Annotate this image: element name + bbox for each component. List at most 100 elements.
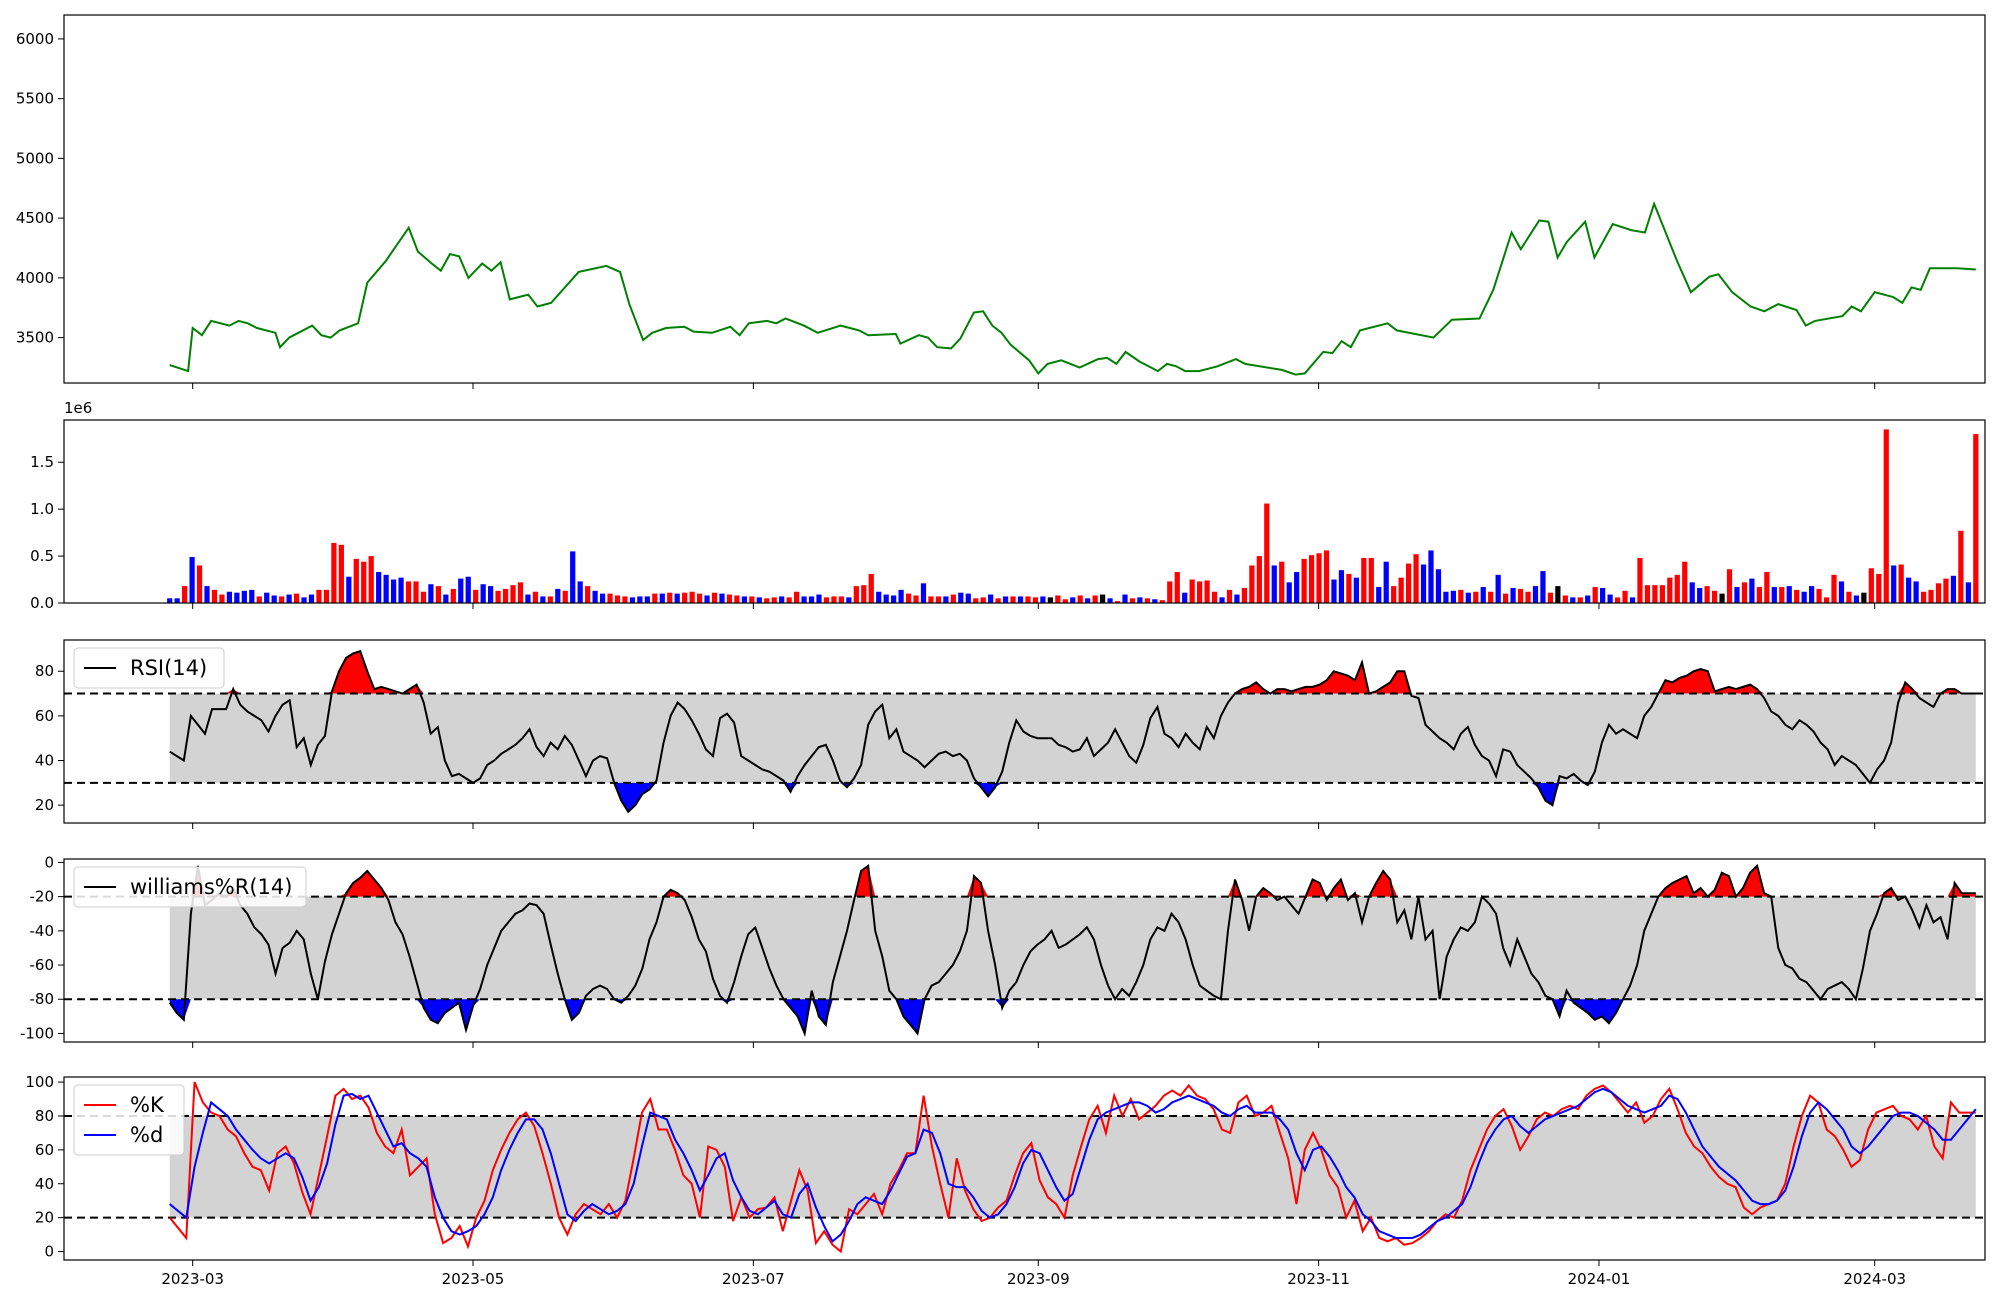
volume-bar <box>525 594 531 603</box>
volume-bar <box>838 596 844 603</box>
volume-bar <box>1473 591 1479 603</box>
volume-bar <box>1107 598 1113 603</box>
y-tick-label: 0 <box>44 853 54 871</box>
volume-bar <box>1316 553 1322 603</box>
volume-bar <box>958 592 964 603</box>
volume-bar <box>1809 586 1815 603</box>
volume-bar <box>592 590 598 603</box>
volume-bar <box>1741 582 1748 603</box>
y-tick-label: 5500 <box>16 90 54 108</box>
y-tick-label: 0 <box>44 1243 54 1261</box>
volume-bar <box>1838 581 1845 603</box>
y-tick-label: 80 <box>35 1107 54 1125</box>
volume-bar <box>211 589 218 603</box>
volume-bar <box>323 589 330 603</box>
volume-bar <box>368 556 374 603</box>
volume-bar <box>1935 583 1942 603</box>
volume-bar <box>1002 596 1009 603</box>
volume-bar <box>1928 589 1934 603</box>
volume-bar <box>771 597 777 603</box>
legend-label: %d <box>130 1123 163 1147</box>
volume-bar <box>1920 591 1927 603</box>
volume-bar <box>1577 597 1583 603</box>
volume-bar <box>876 591 882 603</box>
volume-bar <box>1420 564 1427 603</box>
y-tick-label: 20 <box>35 1209 54 1227</box>
volume-bar <box>1264 503 1270 603</box>
y-tick-label: 4500 <box>16 209 54 227</box>
volume-bar <box>376 572 382 603</box>
volume-bar <box>398 577 404 603</box>
volume-bar <box>182 586 188 603</box>
volume-bar <box>1450 590 1456 603</box>
volume-bar <box>1510 587 1516 603</box>
volume-bar <box>1331 579 1337 603</box>
volume-bar <box>1562 595 1568 603</box>
volume-bar <box>801 596 807 603</box>
volume-bar <box>1883 429 1889 603</box>
volume-bar <box>458 578 464 603</box>
volume-bar <box>1846 591 1852 603</box>
volume-bar <box>1667 577 1673 603</box>
volume-bar <box>1152 599 1158 603</box>
y-tick-label: 60 <box>35 707 54 725</box>
overbought-fill <box>169 865 1976 897</box>
stochastic-panel: 0 20 40 60 80 100 %K %d 2023-03 2023-05 2023-07 202… <box>25 1073 1986 1288</box>
axes-frame <box>63 419 1986 604</box>
volume-bar <box>607 593 613 603</box>
volume-bar <box>1458 589 1464 603</box>
legend-label: RSI(14) <box>130 656 207 680</box>
volume-bar <box>1376 587 1382 603</box>
volume-bar <box>495 590 501 603</box>
x-tick-label: 2023-07 <box>722 1270 785 1288</box>
volume-bar <box>1831 574 1837 603</box>
volume-bar <box>196 565 203 603</box>
volume-bar <box>167 598 173 603</box>
axes-frame <box>63 14 1986 384</box>
volume-bar <box>301 597 307 603</box>
volume-bar <box>719 593 725 603</box>
volume-bar <box>988 594 994 603</box>
volume-bar <box>711 592 718 603</box>
volume-bar <box>674 593 680 603</box>
volume-bar <box>1853 595 1859 603</box>
volume-bar <box>204 586 210 603</box>
y-tick-label: 40 <box>35 752 54 770</box>
volume-bar <box>1532 586 1539 603</box>
volume-bar <box>390 579 397 603</box>
volume-bar <box>1585 595 1591 603</box>
volume-bar <box>1480 587 1486 603</box>
volume-bar <box>1891 565 1897 603</box>
volume-bar <box>353 558 359 603</box>
volume-bar <box>293 593 300 603</box>
volume-bar <box>450 588 456 603</box>
volume-bar <box>756 597 762 603</box>
rsi-panel: 20 40 60 80 RSI(14) <box>35 639 1986 829</box>
volume-bar <box>1786 586 1792 603</box>
volume-bar <box>1488 591 1494 603</box>
y-tick-label: 6000 <box>16 30 54 48</box>
volume-bar <box>1174 572 1180 603</box>
volume-bar <box>883 594 889 603</box>
legend-box <box>73 866 307 908</box>
volume-bar <box>1040 596 1046 603</box>
volume-bar <box>1443 591 1449 603</box>
volume-bar <box>308 594 315 603</box>
volume-bar <box>980 597 986 603</box>
volume-bar <box>1503 593 1509 603</box>
volume-bar <box>614 595 621 603</box>
volume-bar <box>1062 599 1068 603</box>
volume-bar <box>502 588 509 603</box>
y-tick-label: 0.5 <box>30 547 54 565</box>
volume-bar <box>435 586 441 603</box>
volume-bar <box>286 594 292 603</box>
volume-bar <box>622 596 628 603</box>
k-line <box>168 1081 1976 1254</box>
volume-bar <box>726 594 733 603</box>
volume-bar <box>1816 588 1822 603</box>
volume-bar <box>1801 591 1807 603</box>
volume-bar <box>1122 594 1128 603</box>
y-tick-label: -100 <box>20 1024 54 1042</box>
volume-bar <box>950 594 956 603</box>
